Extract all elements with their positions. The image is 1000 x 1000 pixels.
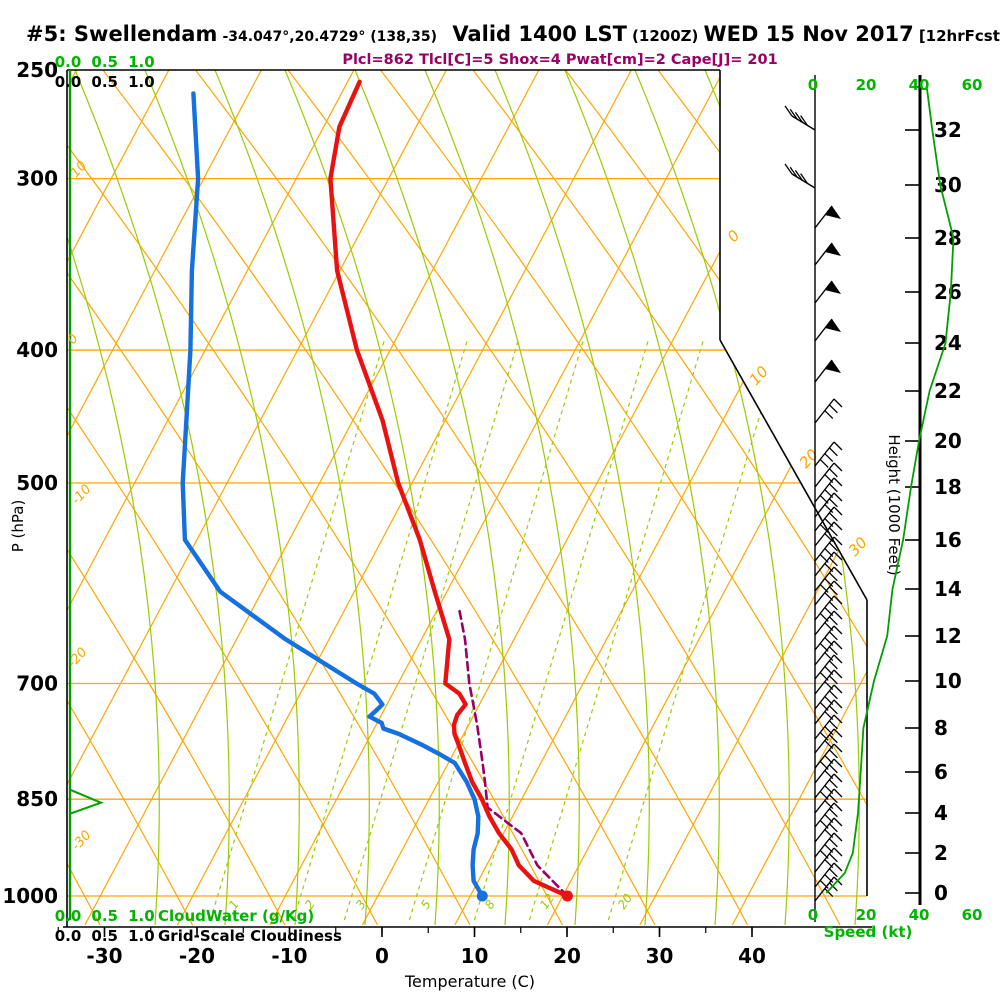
height-tick-label: 2: [934, 841, 948, 865]
scale-value: 1.0: [128, 53, 155, 71]
temp-tick-label: 10: [461, 944, 489, 968]
scale-value: 0.0: [55, 927, 82, 945]
station-name: #5: Swellendam: [26, 22, 218, 46]
mixing-ratio-label: 20: [615, 891, 635, 912]
isotherm-label: 10: [746, 362, 772, 388]
dry-adiabat-label: -20: [65, 645, 90, 671]
temp-tick-label: -30: [86, 944, 122, 968]
scale-value: 0.5: [91, 53, 118, 71]
speed-tick-top: 20: [856, 76, 877, 94]
temp-tick-label: -20: [179, 944, 215, 968]
scale-value: 1.0: [128, 907, 155, 925]
dry-adiabat-label: 10: [68, 158, 90, 180]
height-tick-label: 22: [934, 379, 962, 403]
zulu-time: (1200Z): [632, 27, 699, 45]
cloudwater-profile: [68, 70, 104, 920]
isotherm-label: 30: [845, 533, 871, 559]
temp-tick-label: 20: [553, 944, 581, 968]
height-tick-label: 16: [934, 528, 962, 552]
surface-temp-dot: [561, 890, 573, 902]
cloudiness-label: Grid-Scale Cloudiness: [158, 927, 342, 945]
temperature-curve: [328, 79, 570, 899]
scale-value: 1.0: [128, 73, 155, 91]
temperature-axis-title: Temperature (C): [404, 972, 536, 991]
grid-lines: [67, 70, 867, 925]
height-tick-label: 4: [934, 801, 948, 825]
forecast-tag: [12hrFcst@0437z]: [918, 27, 1000, 45]
height-tick-label: 26: [934, 280, 962, 304]
dewpoint-curve: [180, 91, 485, 899]
speed-tick-top: 40: [909, 76, 930, 94]
speed-tick-bottom: 0: [808, 906, 818, 924]
speed-tick-top: 60: [962, 76, 983, 94]
mixing-ratio-label: 5: [418, 897, 434, 911]
wind-barbs: [784, 75, 843, 922]
chart-title: #5: Swellendam -34.047°,20.4729° (138,35…: [26, 22, 1000, 46]
height-tick-label: 8: [934, 716, 948, 740]
height-tick-label: 20: [934, 429, 962, 453]
cloudwater-label: CloudWater (g/Kg): [158, 907, 314, 925]
isotherm-label: 0: [724, 226, 744, 245]
speed-tick-bottom: 60: [962, 906, 983, 924]
speed-axis-label: Speed (kt): [824, 923, 913, 941]
scale-value: 0.5: [91, 73, 118, 91]
cloudwater-spike: [69, 788, 104, 816]
wind-speed-curve: [825, 88, 955, 894]
height-tick-label: 0: [934, 881, 948, 905]
pressure-tick-label: 500: [16, 471, 58, 495]
scale-value: 0.0: [55, 73, 82, 91]
dry-adiabat-label: -30: [69, 828, 94, 854]
height-tick-label: 24: [934, 331, 962, 355]
pressure-tick-label: 850: [16, 787, 58, 811]
cloudwater-scales: 0.0 0.5 1.00.0 0.5 1.00.0 0.5 1.00.0 0.5 1.0Clou…: [55, 53, 342, 945]
sounding-parameters: Plcl=862 Tlcl[C]=5 Shox=4 Pwat[cm]=2 Cap…: [342, 52, 778, 68]
speed-tick-bottom: 20: [856, 906, 877, 924]
temp-tick-label: 30: [646, 944, 674, 968]
pressure-axis: 250 300 400 500 700 850 1000: [2, 58, 58, 908]
pressure-tick-label: 400: [16, 338, 58, 362]
valid-time: Valid 1400 LST: [452, 22, 627, 46]
height-tick-label: 32: [934, 118, 962, 142]
scale-value: 0.0: [55, 53, 82, 71]
station-coords: -34.047°,20.4729° (138,35): [222, 29, 438, 45]
scale-value: 0.5: [91, 907, 118, 925]
temp-tick-label: 40: [738, 944, 766, 968]
height-tick-label: 12: [934, 624, 962, 648]
pressure-tick-label: 700: [16, 671, 58, 695]
height-tick-label: 14: [934, 577, 962, 601]
height-tick-label: 28: [934, 226, 962, 250]
valid-date: WED 15 Nov 2017: [703, 22, 914, 46]
height-tick-label: 6: [934, 760, 948, 784]
surface-dewpoint-dot: [476, 890, 488, 902]
temp-tick-label: -10: [271, 944, 307, 968]
parcel-curve: [458, 609, 569, 898]
scale-value: 0.5: [91, 927, 118, 945]
dry-adiabat-label: -10: [69, 482, 94, 508]
pressure-tick-label: 250: [16, 58, 58, 82]
temperature-axis: -30 -20 -10 0 10 20 30 40: [57, 926, 872, 968]
height-tick-label: 18: [934, 475, 962, 499]
scale-value: 1.0: [128, 927, 155, 945]
pressure-tick-label: 1000: [2, 884, 58, 908]
speed-tick-bottom: 40: [909, 906, 930, 924]
plot-boundary: [66, 69, 868, 927]
scale-value: 0.0: [55, 907, 82, 925]
isotherm-label: 20: [796, 445, 822, 471]
pressure-tick-label: 300: [16, 167, 58, 191]
height-tick-label: 10: [934, 669, 962, 693]
speed-tick-top: 0: [808, 76, 818, 94]
temp-tick-label: 0: [375, 944, 389, 968]
